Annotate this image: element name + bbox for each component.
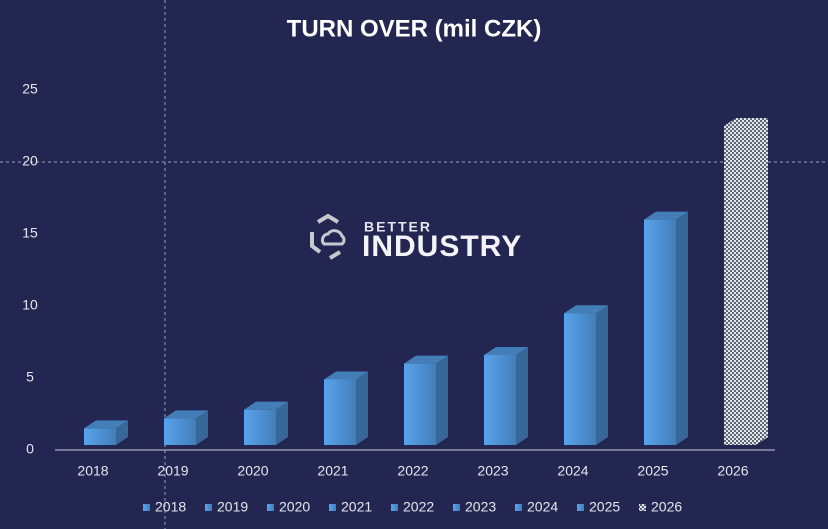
y-tick-label: 0	[26, 441, 34, 457]
bar-top	[644, 211, 688, 220]
bar-top	[724, 118, 768, 126]
legend-label: 2022	[403, 499, 434, 515]
bar-top	[564, 305, 608, 314]
logo: BETTER INDUSTRY	[310, 213, 522, 263]
bar-top	[244, 401, 288, 410]
bar-side	[436, 355, 448, 445]
chart-title: TURN OVER (mil CZK)	[287, 15, 542, 42]
logo-text: BETTER	[364, 219, 432, 235]
x-tick-label: 2023	[477, 463, 508, 479]
legend-label: 2020	[279, 499, 310, 515]
legend-swatch	[453, 504, 460, 511]
logo-icon	[320, 229, 346, 246]
bar-top	[484, 346, 528, 355]
legend-swatch	[639, 504, 646, 511]
logo-text: INDUSTRY	[362, 230, 522, 263]
legend-swatch	[577, 504, 584, 511]
bar-side	[676, 211, 688, 445]
legend-swatch	[329, 504, 336, 511]
bar-side	[596, 305, 608, 445]
legend-label: 2019	[217, 499, 248, 515]
x-tick-label: 2022	[397, 463, 428, 479]
legend-label: 2023	[465, 499, 496, 515]
bar-side	[516, 346, 528, 445]
bar	[564, 313, 596, 445]
bar-side	[196, 410, 208, 445]
x-tick-label: 2020	[237, 463, 268, 479]
bar	[84, 428, 116, 445]
bar	[244, 409, 276, 445]
bar	[404, 363, 436, 445]
x-tick-label: 2019	[157, 463, 188, 479]
bar-side	[756, 118, 768, 445]
legend-label: 2025	[589, 499, 620, 515]
y-tick-label: 20	[22, 153, 38, 169]
bar-side	[116, 420, 128, 445]
bar-side	[356, 371, 368, 445]
x-tick-label: 2018	[77, 463, 108, 479]
x-tick-label: 2026	[717, 463, 748, 479]
bar-top	[84, 420, 128, 429]
legend-swatch	[515, 504, 522, 511]
x-tick-label: 2025	[637, 463, 668, 479]
legend-swatch	[267, 504, 274, 511]
bar-top	[324, 371, 368, 380]
bar	[164, 418, 196, 445]
x-tick-label: 2024	[557, 463, 588, 479]
bar-top	[404, 355, 448, 364]
legend-label: 2024	[527, 499, 558, 515]
bar	[724, 126, 756, 445]
legend-label: 2021	[341, 499, 372, 515]
legend-swatch	[391, 504, 398, 511]
y-tick-label: 15	[22, 225, 38, 241]
y-tick-label: 10	[22, 297, 38, 313]
bar-top	[164, 410, 208, 419]
logo-icon	[310, 213, 342, 260]
legend-swatch	[143, 504, 150, 511]
bar	[484, 354, 516, 445]
legend-label: 2026	[651, 499, 682, 515]
y-tick-label: 5	[26, 369, 34, 385]
bar	[644, 219, 676, 445]
legend-label: 2018	[155, 499, 186, 515]
bar-side	[276, 401, 288, 445]
legend-swatch	[205, 504, 212, 511]
y-tick-label: 25	[22, 81, 38, 97]
x-tick-label: 2021	[317, 463, 348, 479]
bar	[324, 379, 356, 445]
